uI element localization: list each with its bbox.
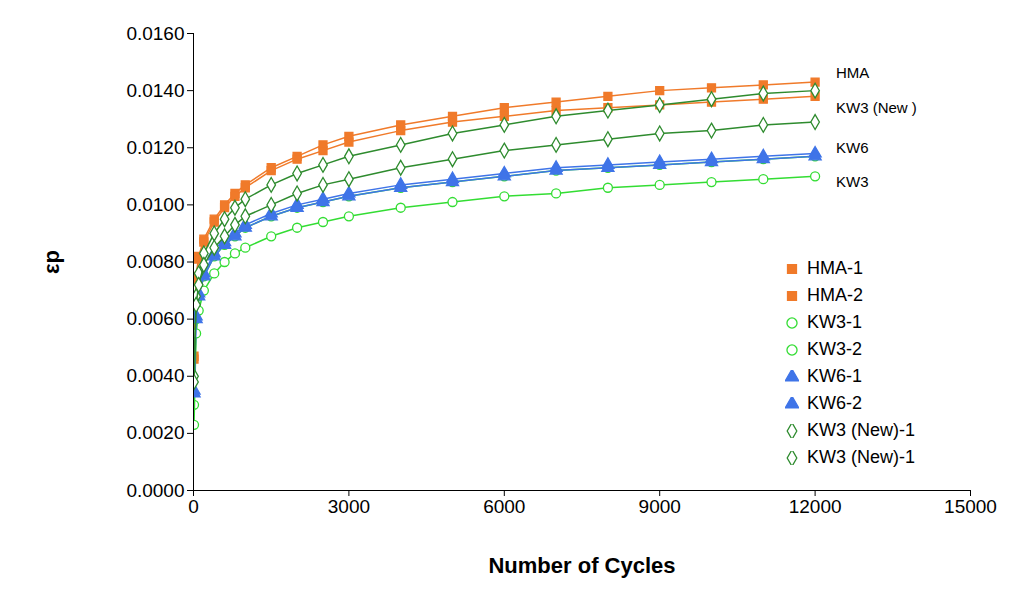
svg-text:15000: 15000 (944, 496, 997, 517)
html-text:HMA-2: HMA-2 (807, 285, 863, 305)
html-text:KW6-1: KW6-1 (807, 366, 862, 386)
svg-text:12000: 12000 (789, 496, 842, 517)
svg-text:0: 0 (188, 496, 199, 517)
html-text:HMA: HMA (836, 64, 870, 81)
svg-text:Number of Cycles: Number of Cycles (488, 553, 675, 578)
html-text:KW3 (New)-1: KW3 (New)-1 (807, 420, 915, 440)
html-text:KW3-2: KW3-2 (807, 339, 862, 359)
html-text:KW3-1: KW3-1 (807, 312, 862, 332)
svg-text:0.0100: 0.0100 (126, 194, 184, 215)
svg-text:0.0160: 0.0160 (126, 23, 184, 44)
svg-text:0.0020: 0.0020 (126, 422, 184, 443)
svg-text:0.0060: 0.0060 (126, 308, 184, 329)
html-text:KW6: KW6 (836, 139, 869, 156)
svg-text:3000: 3000 (328, 496, 370, 517)
svg-text:0.0120: 0.0120 (126, 137, 184, 158)
svg-text:9000: 9000 (639, 496, 681, 517)
svg-text:0.0040: 0.0040 (126, 365, 184, 386)
html-text:KW3: KW3 (836, 173, 869, 190)
svg-text:0.0140: 0.0140 (126, 80, 184, 101)
html-text:KW3 (New ): KW3 (New ) (836, 99, 917, 116)
svg-text:0.0080: 0.0080 (126, 251, 184, 272)
html-text:HMA-1: HMA-1 (807, 258, 863, 278)
html-text:KW3 (New)-1: KW3 (New)-1 (807, 447, 915, 467)
svg-text:0.0000: 0.0000 (126, 480, 184, 501)
svg-text:6000: 6000 (483, 496, 525, 517)
svg-text:εp: εp (39, 250, 64, 274)
html-text:KW6-2: KW6-2 (807, 393, 862, 413)
